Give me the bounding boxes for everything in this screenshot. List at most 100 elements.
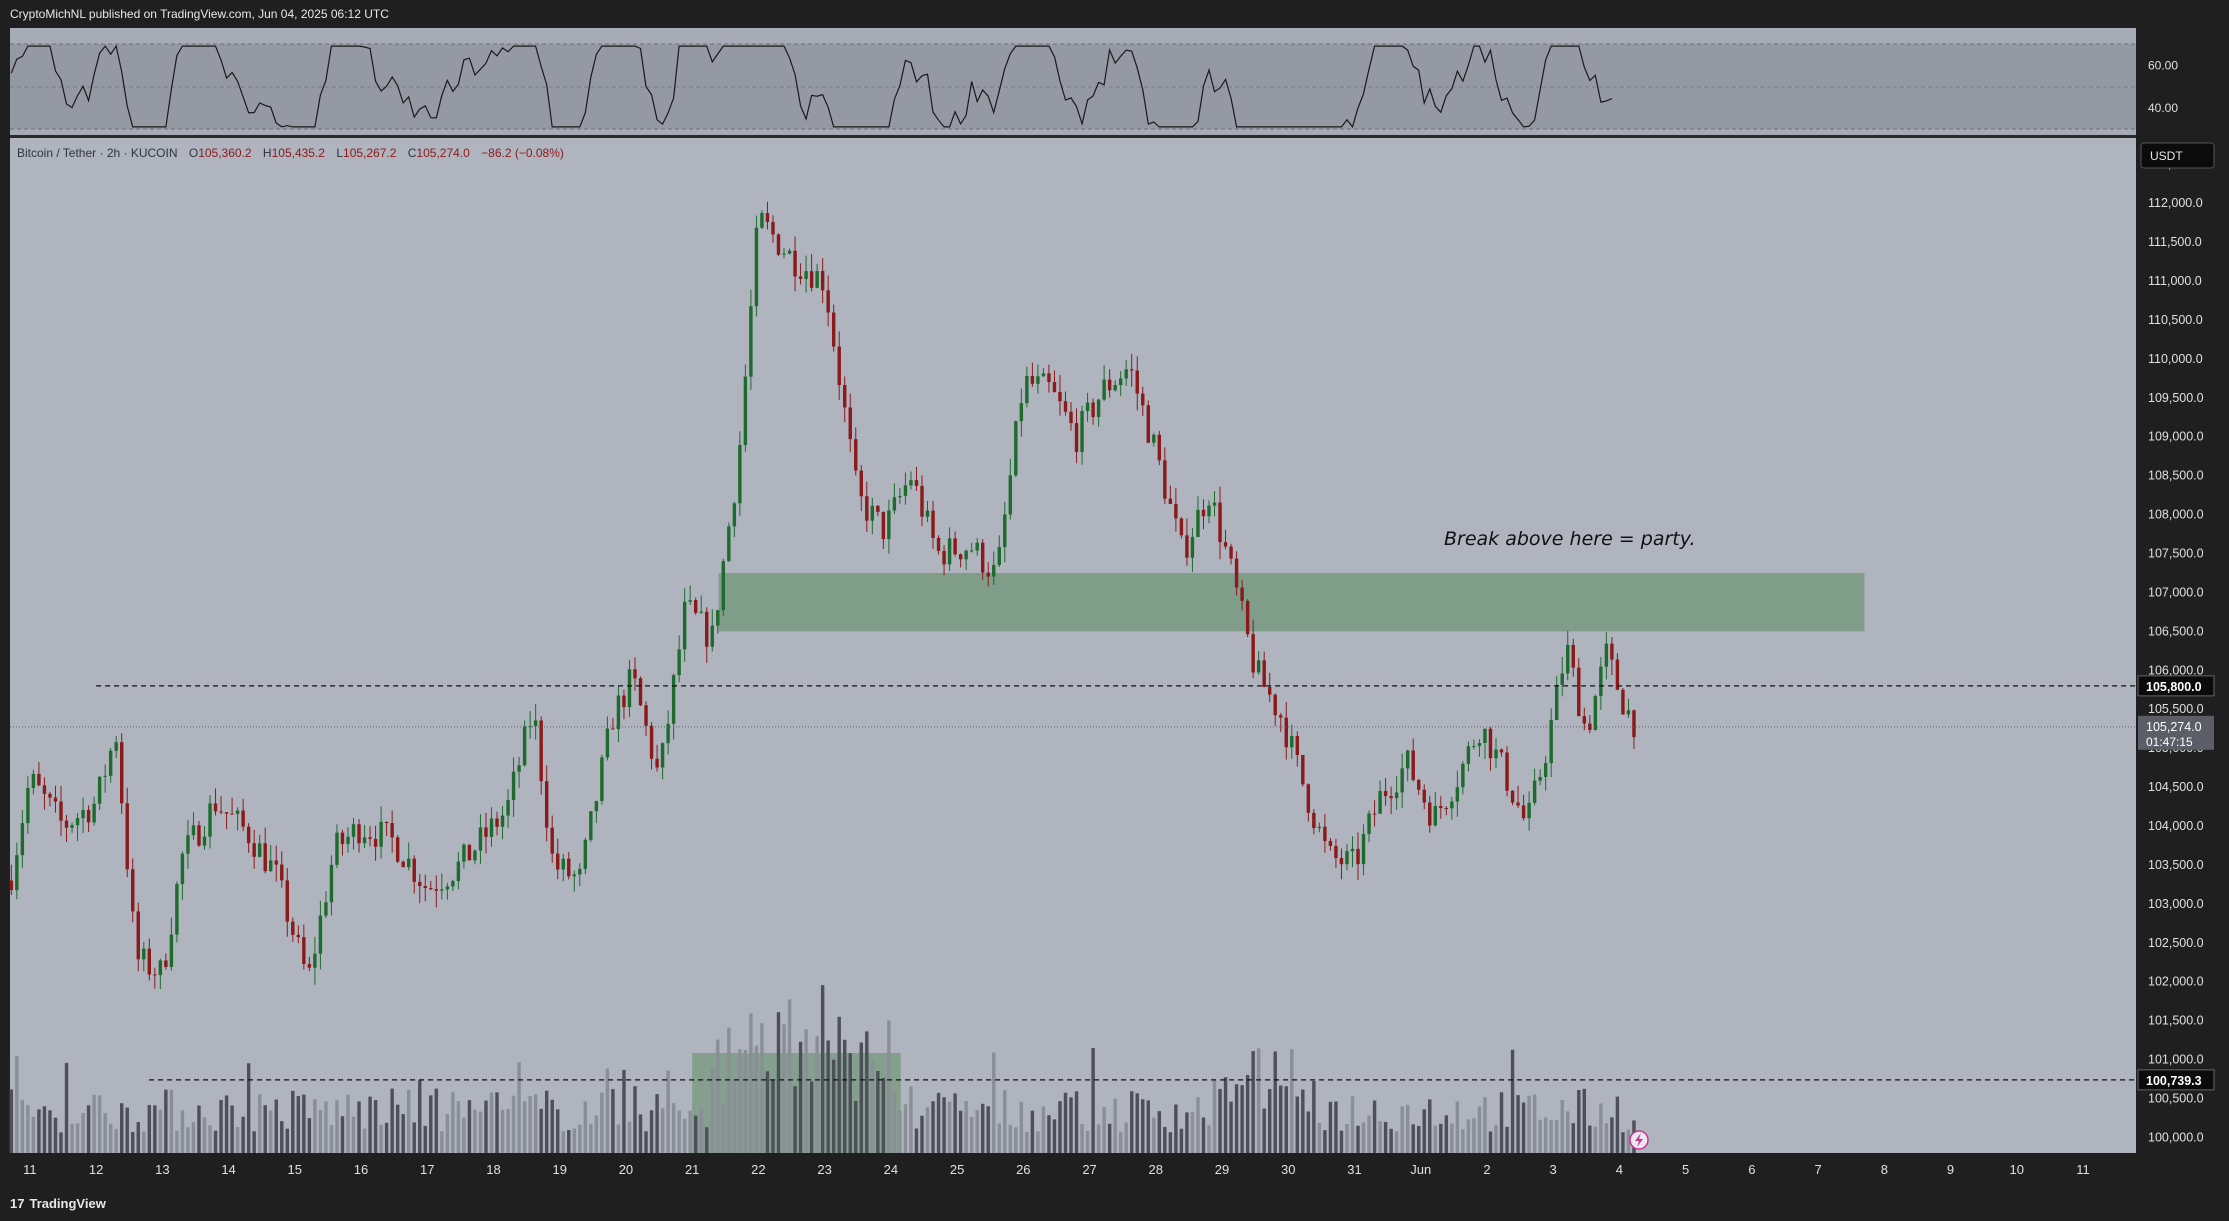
volume-bar	[633, 1086, 637, 1153]
time-tick-label: 8	[1881, 1162, 1888, 1177]
symbol-legend: Bitcoin / Tether · 2h · KUCOIN O105,360.…	[17, 146, 564, 160]
tradingview-logo[interactable]: 17 TradingView	[10, 1196, 106, 1211]
volume-bar	[848, 1053, 852, 1153]
candle	[782, 253, 786, 255]
volume-bar	[1107, 1123, 1112, 1153]
candle	[1306, 784, 1311, 813]
volume-bar	[782, 1024, 786, 1153]
volume-bar	[870, 1060, 875, 1153]
time-tick-label: 29	[1215, 1162, 1229, 1177]
candle	[213, 803, 218, 812]
candle	[881, 511, 886, 540]
candle	[1262, 660, 1266, 687]
volume-bar	[451, 1092, 455, 1153]
candle	[539, 720, 543, 782]
volume-bar	[506, 1108, 510, 1153]
volume-bar	[280, 1121, 284, 1153]
footer: 17 TradingView	[0, 1185, 2229, 1221]
volume-bar	[1267, 1089, 1272, 1153]
volume-bar	[395, 1104, 400, 1153]
candle	[1295, 736, 1300, 755]
candle	[1505, 752, 1509, 791]
volume-bar	[423, 1125, 427, 1153]
time-tick-label: 16	[354, 1162, 368, 1177]
volume-bar	[843, 1039, 847, 1153]
candle	[1207, 505, 1211, 517]
high-value: 105,435.2	[272, 146, 326, 160]
candle	[1593, 696, 1598, 731]
volume-bar	[136, 1122, 140, 1153]
candle	[1196, 509, 1200, 537]
volume-bar	[1080, 1124, 1084, 1153]
annotation-text[interactable]: Break above here = party.	[1444, 528, 1696, 550]
volume-bar	[1593, 1126, 1598, 1153]
candle	[1141, 393, 1145, 406]
price-tag	[2137, 675, 2215, 697]
candle	[484, 827, 488, 837]
candle	[986, 572, 990, 577]
candle	[357, 824, 361, 844]
volume-bar	[986, 1106, 990, 1153]
volume-bar	[738, 1049, 742, 1153]
candle	[1251, 634, 1255, 673]
volume-bar	[75, 1123, 80, 1153]
currency-button[interactable]	[2140, 142, 2215, 169]
volume-bar	[655, 1094, 659, 1153]
candle	[1328, 841, 1333, 847]
volume-bar	[1428, 1099, 1432, 1153]
volume-bar	[854, 1100, 858, 1153]
volume-bar	[108, 1123, 113, 1153]
volume-bar	[1588, 1125, 1592, 1153]
candle	[26, 788, 30, 824]
candle	[1052, 382, 1057, 392]
volume-bar	[1417, 1125, 1421, 1153]
volume-bar	[1152, 1117, 1156, 1153]
price-tick-label: 110,500.0	[2148, 313, 2203, 327]
candle	[528, 726, 532, 728]
candle	[412, 858, 416, 882]
candle	[1582, 716, 1587, 724]
volume-bar	[1405, 1104, 1410, 1153]
volume-bar	[616, 1124, 621, 1153]
candle	[633, 669, 637, 679]
candle	[153, 974, 157, 976]
candle	[1312, 812, 1316, 829]
candle	[1532, 780, 1537, 803]
volume-bar	[710, 1067, 714, 1153]
price-tick-label: 106,500.0	[2148, 624, 2204, 638]
volume-bar	[302, 1094, 306, 1153]
candle	[478, 827, 483, 851]
candle	[1019, 403, 1024, 422]
volume-bar	[887, 1020, 891, 1153]
candle	[423, 886, 427, 889]
candle	[1284, 717, 1288, 748]
volume-bar	[1383, 1121, 1388, 1153]
volume-bar	[164, 1089, 168, 1153]
candle	[677, 649, 681, 676]
volume-bar	[307, 1118, 312, 1153]
candle	[1439, 806, 1443, 809]
publish-info: CryptoMichNL published on TradingView.co…	[10, 7, 389, 21]
volume-bar	[826, 1040, 830, 1153]
volume-bar	[1163, 1126, 1167, 1153]
candle	[859, 470, 863, 497]
candle	[1135, 370, 1139, 394]
candle	[473, 850, 477, 861]
volume-bar	[103, 1113, 107, 1153]
publish-header: CryptoMichNL published on TradingView.co…	[0, 0, 2229, 28]
candle	[848, 407, 852, 440]
candle	[1350, 848, 1355, 852]
candle	[798, 276, 803, 279]
volume-bar	[291, 1090, 295, 1153]
volume-bar	[335, 1100, 339, 1153]
candle	[208, 803, 212, 837]
volume-bar	[1488, 1131, 1493, 1153]
volume-bar	[296, 1096, 301, 1153]
volume-bar	[269, 1110, 273, 1153]
candle	[456, 861, 461, 882]
volume-bar	[1190, 1111, 1195, 1153]
volume-bar	[528, 1096, 532, 1153]
candle	[997, 547, 1001, 565]
candle	[837, 346, 841, 386]
